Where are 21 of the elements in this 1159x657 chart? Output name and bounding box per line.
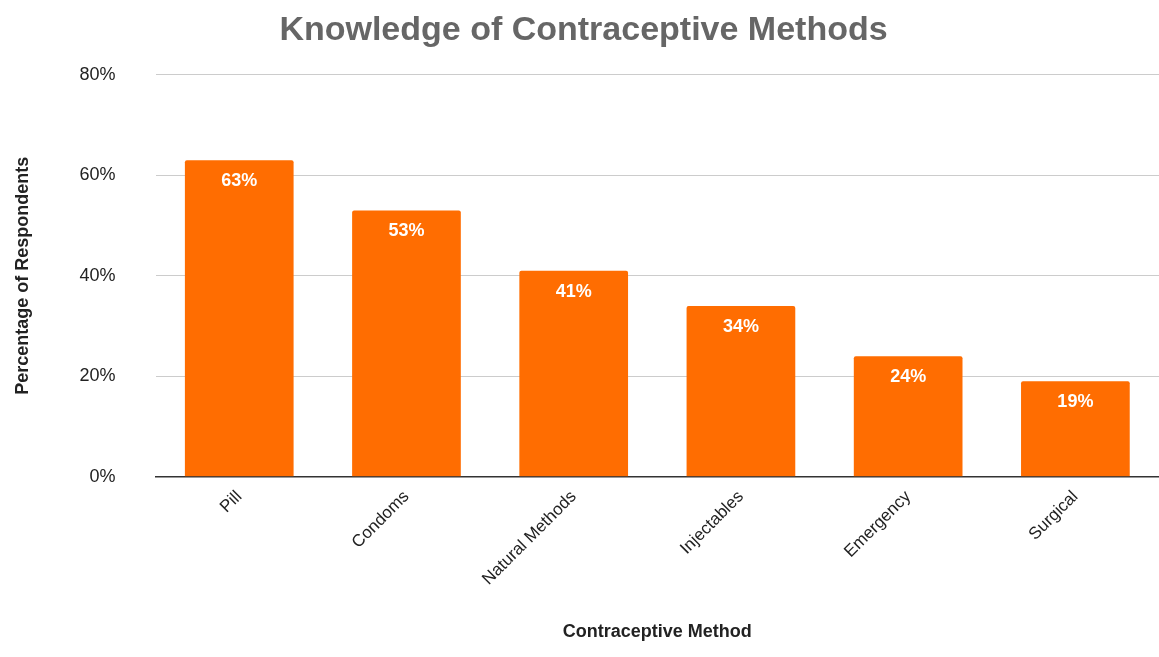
data-label: 41% [555,280,592,301]
bar [686,305,796,477]
data-label: 19% [1057,391,1094,412]
bar [853,356,963,477]
y-tick-label: 60% [79,164,116,185]
bar [352,210,461,477]
y-tick-label: 0% [89,465,116,486]
x-tick-label: Pill [215,486,246,517]
bar [184,160,294,477]
data-label: 34% [722,315,759,336]
data-label: 63% [221,170,258,191]
bar [1021,381,1130,477]
chart-title: Knowledge of Contraceptive Methods [279,8,888,47]
bar [519,270,629,477]
y-axis-title: Percentage of Respondents [11,156,32,395]
data-label: 24% [890,366,927,387]
y-tick-label: 40% [79,264,116,285]
data-label: 53% [388,220,425,241]
x-axis-title: Contraceptive Method [562,621,752,642]
y-tick-label: 80% [79,63,116,84]
y-tick-label: 20% [79,365,116,386]
